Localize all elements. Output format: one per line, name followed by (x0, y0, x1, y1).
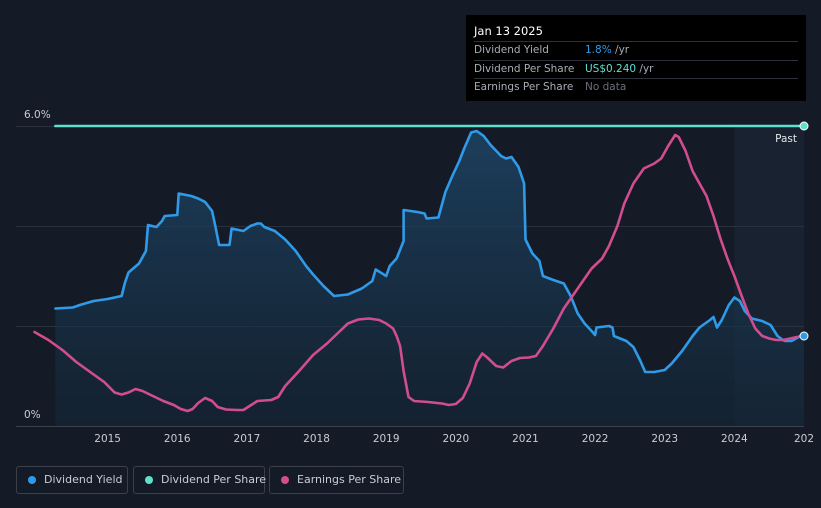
x-tick-label: 2017 (234, 433, 261, 445)
tooltip-label: Dividend Per Share (474, 62, 575, 75)
legend-label: Earnings Per Share (297, 473, 402, 486)
series-end-markers (799, 121, 809, 341)
x-tick-label: 2021 (512, 433, 539, 445)
tooltip-date: Jan 13 2025 (474, 21, 798, 42)
hover-tooltip: Jan 13 2025 Dividend Yield 1.8% /yr Divid… (466, 15, 806, 101)
past-label: Past (775, 133, 797, 145)
earnings-per-share-line (33, 133, 806, 413)
tooltip-unit: /yr (611, 44, 630, 56)
x-tick-label: 2015 (94, 433, 121, 445)
x-tick-label: 2022 (582, 433, 609, 445)
tooltip-value: No data (585, 81, 627, 93)
dividend-yield-end-marker (799, 331, 809, 341)
x-tick-label: 2018 (303, 433, 330, 445)
legend-dot-icon (145, 476, 153, 484)
dividend-per-share-end-marker (799, 121, 809, 131)
axes: 6.0% 0% 2015 2016 2017 2018 2019 2020 2021 2022 20… (16, 109, 814, 445)
legend-dividend-yield[interactable]: Dividend Yield (16, 466, 128, 494)
legend-dot-icon (281, 476, 289, 484)
x-tick-label: 2023 (651, 433, 678, 445)
tooltip-label: Dividend Yield (474, 44, 549, 56)
x-tick-label: 2016 (164, 433, 191, 445)
tooltip-unit: /yr (636, 62, 654, 75)
chart-canvas: 6.0% 0% 2015 2016 2017 2018 2019 2020 2021 2022 20… (16, 109, 814, 445)
tooltip-row-earnings-per-share: Earnings Per Share No data (474, 79, 798, 97)
legend-label: Dividend Per Share (161, 473, 267, 486)
x-tick-label: 202 (794, 433, 814, 445)
tooltip-row-dividend-per-share: Dividend Per Share US$0.240 /yr (474, 61, 798, 79)
y-axis-bottom-label: 0% (24, 409, 41, 421)
x-tick-label: 2019 (373, 433, 400, 445)
dividend-yield-area (55, 131, 804, 426)
tooltip-row-dividend-yield: Dividend Yield 1.8% /yr (474, 42, 798, 61)
x-tick-label: 2020 (442, 433, 469, 445)
dividend-chart: 6.0% 0% 2015 2016 2017 2018 2019 2020 2021 2022 20… (16, 109, 814, 445)
legend-dot-icon (28, 476, 36, 484)
x-tick-label: 2024 (721, 433, 748, 445)
series-lines (33, 124, 806, 413)
legend-earnings-per-share[interactable]: Earnings Per Share (269, 466, 404, 494)
dividend-yield-area (55, 131, 804, 426)
tooltip-label: Earnings Per Share (474, 81, 574, 93)
legend-label: Dividend Yield (44, 473, 123, 486)
tooltip-value: 1.8% (585, 44, 612, 56)
tooltip-value: US$0.240 (585, 62, 637, 75)
dividend-yield-line (54, 129, 806, 374)
legend-dividend-per-share[interactable]: Dividend Per Share (133, 466, 267, 494)
y-axis-top-label: 6.0% (24, 109, 51, 121)
